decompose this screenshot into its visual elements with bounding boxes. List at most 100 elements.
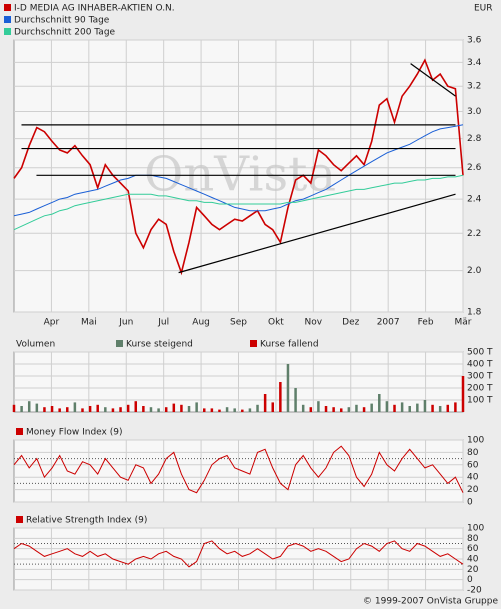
x-tick-label: Sep xyxy=(230,318,247,328)
volume-bar xyxy=(347,407,351,412)
y-tick-label: 500 T xyxy=(467,348,493,358)
x-tick-label: Mai xyxy=(81,318,97,328)
volume-bar xyxy=(203,408,206,412)
y-tick-label: 3.6 xyxy=(467,36,482,46)
series-line xyxy=(13,174,464,231)
y-tick-label: 60 xyxy=(467,460,479,470)
panel-title: Relative Strength Index (9) xyxy=(26,516,147,526)
volume-bar xyxy=(12,404,16,412)
volume-bar xyxy=(88,406,92,412)
volume-bar xyxy=(134,401,138,412)
y-tick-label: 0 xyxy=(467,498,473,508)
volume-bar xyxy=(317,401,320,412)
legend-swatch xyxy=(4,4,11,11)
legend-label: Durchschnitt 200 Tage xyxy=(14,28,116,38)
y-tick-label: 100 T xyxy=(467,396,493,406)
legend-swatch xyxy=(16,516,23,523)
volume-bar xyxy=(378,394,381,412)
volume-bar xyxy=(454,402,457,412)
y-tick-label: 3.4 xyxy=(467,58,482,68)
volume-bar xyxy=(111,408,115,412)
x-tick-label: Mär xyxy=(455,318,472,328)
volume-bar xyxy=(263,394,267,412)
volume-bar xyxy=(104,407,107,412)
volume-bar xyxy=(438,406,442,412)
volume-bar xyxy=(66,407,69,412)
volume-bar xyxy=(339,408,343,412)
volume-bar xyxy=(20,406,23,412)
volume-bar xyxy=(408,406,411,412)
volume-bar xyxy=(309,407,313,412)
volume-bar xyxy=(400,402,404,412)
volume-bar xyxy=(35,403,39,412)
volume-bar xyxy=(286,364,290,412)
volume-bar xyxy=(362,407,366,412)
y-tick-label: 3.2 xyxy=(467,82,481,92)
volume-bar xyxy=(210,408,214,412)
y-tick-label: 400 T xyxy=(467,360,493,370)
x-tick-label: Nov xyxy=(305,318,323,328)
volume-bar xyxy=(385,401,389,412)
y-tick-label: -20 xyxy=(467,586,482,596)
y-tick-label: 80 xyxy=(467,448,479,458)
y-tick-label: 20 xyxy=(467,485,479,495)
panel-title: Volumen xyxy=(16,340,55,350)
volume-bar xyxy=(248,408,252,412)
volume-bar xyxy=(431,404,434,412)
volume-bar xyxy=(423,400,427,412)
y-tick-label: 60 xyxy=(467,544,479,554)
y-tick-label: 40 xyxy=(467,555,479,565)
volume-bar xyxy=(355,404,358,412)
volume-bar xyxy=(81,408,84,412)
y-tick-label: 3.0 xyxy=(467,107,482,117)
y-tick-label: 200 T xyxy=(467,384,493,394)
volume-bar xyxy=(172,403,176,412)
volume-bar xyxy=(27,401,31,412)
volume-bar xyxy=(332,407,335,412)
y-tick-label: 20 xyxy=(467,565,479,575)
legend-label: Durchschnitt 90 Tage xyxy=(14,16,110,26)
y-tick-label: 0 xyxy=(467,575,473,585)
x-tick-label: Okt xyxy=(268,318,284,328)
y-tick-label: 40 xyxy=(467,473,479,483)
volume-bar xyxy=(370,403,373,412)
x-tick-label: Dez xyxy=(342,318,359,328)
volume-bar xyxy=(225,407,229,412)
series-line xyxy=(13,445,464,494)
volume-bar xyxy=(324,406,328,412)
trend-line xyxy=(410,63,456,97)
footer: © 1999-2007 OnVista Gruppe xyxy=(363,597,498,607)
volume-bar xyxy=(279,382,282,412)
x-tick-label: Feb xyxy=(418,318,434,328)
x-tick-label: Aug xyxy=(192,318,210,328)
x-tick-label: Jun xyxy=(118,318,133,328)
volume-bar xyxy=(58,408,61,412)
volume-bar xyxy=(180,404,183,412)
volume-bar xyxy=(241,409,244,412)
currency: EUR xyxy=(474,4,493,14)
series-line xyxy=(13,124,464,217)
y-tick-label: 100 xyxy=(467,524,484,534)
y-tick-label: 1.8 xyxy=(467,308,482,318)
y-tick-label: 100 xyxy=(467,436,484,446)
volume-bar xyxy=(96,404,99,412)
y-tick-label: 2.8 xyxy=(467,134,482,144)
legend-swatch xyxy=(4,28,11,35)
legend-swatch xyxy=(16,428,23,435)
volume-bar xyxy=(446,404,450,412)
volume-bar xyxy=(294,388,297,412)
legend-swatch xyxy=(116,340,123,347)
trend-line xyxy=(178,193,456,274)
x-tick-label: 2007 xyxy=(377,318,400,328)
x-tick-label: Apr xyxy=(44,318,60,328)
volume-bar xyxy=(195,402,198,412)
volume-bar xyxy=(218,409,221,412)
series-line xyxy=(13,540,464,568)
volume-bar xyxy=(157,408,160,412)
volume-bar xyxy=(149,407,153,412)
x-tick-label: Jul xyxy=(157,318,169,328)
volume-bar xyxy=(187,406,191,412)
volume-bar xyxy=(301,404,305,412)
